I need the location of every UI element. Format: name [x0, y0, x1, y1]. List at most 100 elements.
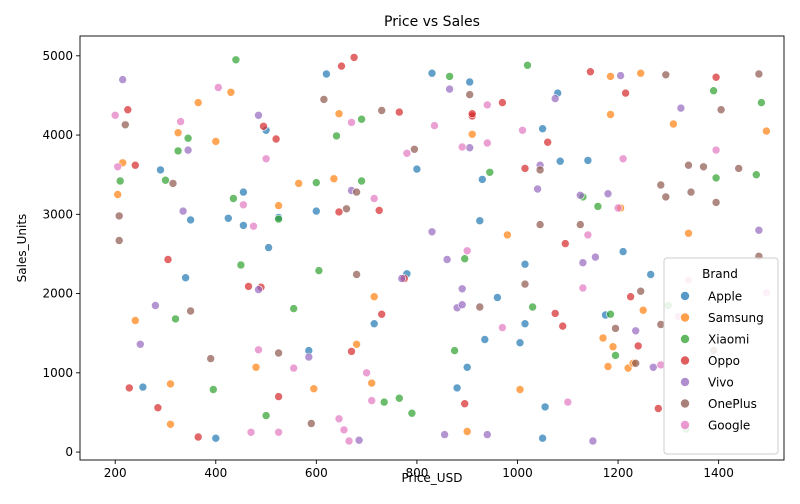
data-point-xiaomi	[311, 178, 321, 187]
data-point-xiaomi	[460, 254, 470, 264]
data-point-oneplus	[636, 286, 646, 296]
data-point-xiaomi	[407, 408, 417, 418]
data-point-samsung	[603, 362, 613, 371]
data-point-apple	[540, 402, 550, 412]
data-point-google	[176, 117, 185, 126]
data-point-oppo	[460, 399, 470, 409]
x-tick-label: 400	[204, 466, 227, 480]
data-point-oneplus	[535, 220, 545, 229]
data-point-samsung	[166, 379, 175, 389]
data-point-apple	[427, 68, 437, 78]
x-tick-label: 1200	[603, 466, 634, 480]
data-point-xiaomi	[450, 346, 459, 355]
data-point-vivo	[533, 184, 542, 194]
data-point-vivo	[183, 145, 193, 155]
data-point-xiaomi	[485, 168, 495, 177]
data-point-oppo	[711, 72, 721, 82]
x-tick-label: 600	[305, 466, 328, 480]
data-point-samsung	[606, 110, 615, 119]
data-point-apple	[462, 362, 472, 372]
x-axis-label: Price_USD	[402, 471, 463, 485]
data-point-xiaomi	[289, 304, 299, 313]
data-point-xiaomi	[183, 133, 193, 143]
x-tick-label: 1000	[502, 466, 533, 480]
data-point-xiaomi	[357, 114, 366, 124]
data-point-apple	[475, 216, 485, 225]
y-tick-label: 2000	[42, 287, 73, 301]
data-point-oppo	[125, 383, 134, 393]
data-point-google	[618, 154, 628, 164]
data-point-apple	[452, 383, 462, 393]
data-point-xiaomi	[711, 173, 721, 183]
y-tick-label: 1000	[42, 366, 73, 380]
chart-title: Price vs Sales	[384, 14, 480, 30]
data-point-google	[274, 427, 283, 437]
data-point-apple	[156, 165, 165, 175]
data-point-vivo	[427, 227, 437, 237]
y-tick-label: 5000	[42, 49, 73, 63]
data-point-xiaomi	[261, 411, 271, 420]
data-point-oneplus	[754, 69, 764, 79]
data-point-apple	[211, 433, 221, 443]
data-point-samsung	[369, 292, 379, 302]
data-point-google	[249, 221, 258, 231]
data-point-oneplus	[306, 419, 316, 428]
data-point-google	[362, 368, 371, 378]
data-point-samsung	[294, 179, 304, 188]
data-point-google	[482, 100, 492, 110]
data-point-samsung	[173, 128, 183, 137]
legend-label-samsung: Samsung	[708, 311, 764, 325]
data-point-google	[578, 283, 588, 293]
y-tick-label: 3000	[42, 207, 73, 221]
data-point-oppo	[163, 255, 173, 264]
data-point-oppo	[498, 98, 507, 107]
data-point-oppo	[131, 160, 140, 170]
data-point-oneplus	[342, 204, 351, 214]
data-point-oppo	[467, 109, 477, 118]
data-point-apple	[322, 69, 331, 79]
data-point-samsung	[608, 342, 618, 352]
data-point-samsung	[762, 126, 771, 136]
data-point-oneplus	[520, 279, 530, 289]
data-point-samsung	[515, 385, 525, 394]
data-point-apple	[583, 156, 593, 165]
data-point-oneplus	[121, 120, 130, 130]
data-point-vivo	[465, 143, 475, 152]
data-point-google	[457, 142, 467, 152]
data-point-oppo	[244, 282, 253, 291]
data-point-samsung	[274, 201, 283, 210]
data-point-samsung	[113, 190, 122, 199]
data-point-xiaomi	[115, 176, 125, 186]
data-point-oneplus	[319, 95, 329, 104]
data-point-google	[254, 345, 263, 355]
data-point-xiaomi	[445, 72, 454, 81]
legend-marker-oneplus	[680, 398, 690, 409]
data-point-samsung	[462, 427, 472, 436]
data-point-vivo	[616, 71, 625, 80]
data-point-google	[110, 111, 120, 120]
data-point-oppo	[626, 292, 635, 302]
data-point-samsung	[638, 305, 648, 315]
data-point-vivo	[445, 84, 454, 94]
data-point-oneplus	[575, 220, 585, 229]
data-point-vivo	[676, 103, 686, 113]
legend-label-xiaomi: Xiaomi	[708, 333, 749, 347]
data-point-oppo	[274, 392, 283, 401]
legend-marker-apple	[680, 291, 690, 301]
data-point-oppo	[193, 432, 203, 442]
data-point-oneplus	[699, 162, 708, 172]
data-point-google	[563, 397, 573, 407]
data-point-vivo	[178, 206, 188, 216]
data-point-vivo	[754, 225, 764, 235]
data-point-google	[246, 427, 256, 437]
data-point-google	[367, 396, 377, 405]
legend: Brand Apple Samsung Xiaomi Oppo Vivo OnePlus G…	[663, 257, 779, 455]
data-point-samsung	[334, 109, 344, 118]
data-point-oneplus	[686, 187, 696, 197]
data-point-vivo	[442, 255, 452, 264]
data-point-xiaomi	[593, 202, 603, 211]
data-point-google	[334, 414, 344, 424]
data-point-apple	[138, 382, 148, 392]
data-point-vivo	[648, 362, 658, 372]
data-point-oneplus	[661, 70, 671, 80]
